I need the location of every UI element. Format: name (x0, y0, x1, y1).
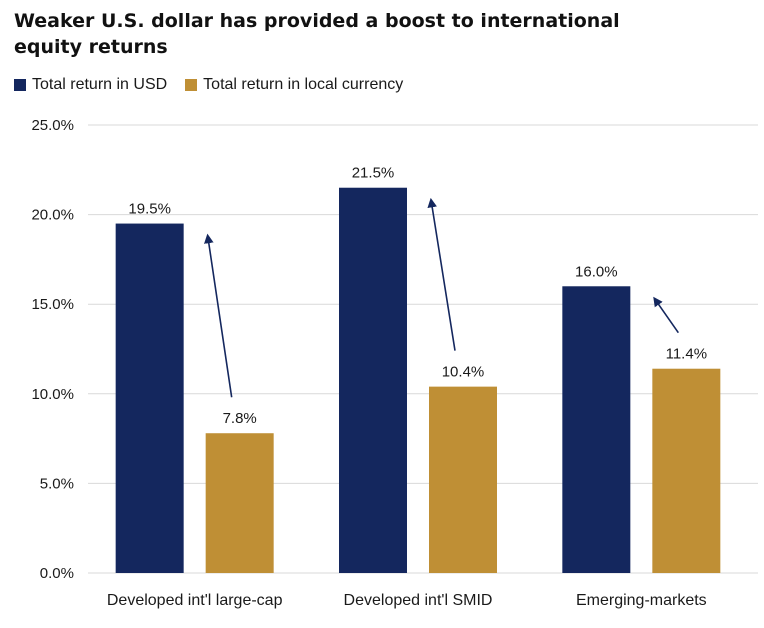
y-tick-label: 0.0% (40, 565, 74, 582)
bar-usd (562, 286, 631, 573)
legend-swatch-usd (14, 79, 26, 91)
y-tick-label: 25.0% (31, 117, 74, 134)
category-label: Emerging-markets (576, 592, 707, 609)
y-tick-label: 10.0% (31, 386, 74, 403)
data-label: 10.4% (442, 364, 485, 381)
legend-label-usd: Total return in USD (32, 76, 168, 93)
legend-label-local: Total return in local currency (203, 76, 404, 93)
legend-swatch-local (185, 79, 198, 91)
category-label: Developed int'l large-cap (107, 592, 283, 609)
data-label: 7.8% (223, 410, 257, 427)
category-label: Developed int'l SMID (344, 592, 493, 609)
bar-local (652, 368, 721, 573)
chart-title: Weaker U.S. dollar has provided a boost … (14, 10, 620, 58)
data-label: 21.5% (352, 165, 395, 182)
change-arrow (427, 197, 456, 351)
change-arrow (653, 296, 679, 334)
legend: Total return in USD Total return in loca… (14, 76, 403, 94)
data-label: 16.0% (575, 263, 618, 280)
bar-local (205, 433, 274, 573)
y-tick-label: 20.0% (31, 207, 74, 224)
change-arrow (204, 233, 233, 398)
y-tick-label: 5.0% (40, 475, 74, 492)
bar-usd (115, 223, 184, 573)
legend-item-usd: Total return in USD (14, 76, 167, 94)
bar-usd (339, 187, 407, 573)
data-label: 11.4% (666, 346, 707, 363)
legend-item-local: Total return in local currency (185, 76, 403, 94)
data-label: 19.5% (128, 201, 171, 218)
bar-local (429, 386, 497, 573)
y-tick-label: 15.0% (31, 296, 74, 313)
